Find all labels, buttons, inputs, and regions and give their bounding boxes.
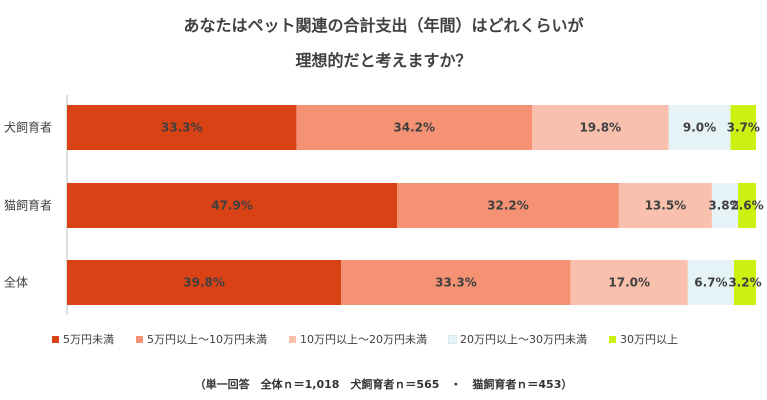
sample-size-note: （単一回答 全体ｎ＝1,018 犬飼育者ｎ＝565 ・ 猫飼育者ｎ＝453） [194,378,573,391]
data-label: 47.9% [211,199,253,213]
legend-label: 5万円以上～10万円未満 [147,333,267,346]
legend-item: 5万円以上～10万円未満 [136,331,267,347]
bar-segment [618,183,712,228]
data-label: 33.3% [435,276,477,290]
legend-item: 5万円未満 [52,331,114,347]
data-label: 3.7% [727,121,760,135]
legend-label: 20万円以上～30万円未満 [460,333,587,346]
data-label: 9.0% [683,121,716,135]
legend-swatch [136,335,143,343]
bar-segment [733,260,756,305]
data-label: 17.0% [608,276,650,290]
legend-swatch [289,335,296,343]
bar-segment [711,183,739,228]
data-label: 2.6% [730,199,763,213]
bar-segment [397,183,619,228]
legend-item: 10万円以上～20万円未満 [289,331,427,347]
data-label: 32.2% [487,199,529,213]
data-label: 33.3% [161,121,203,135]
bar-segment [67,260,342,305]
chart-title-line1: あなたはペット関連の合計支出（年間）はどれくらいが [183,16,584,35]
legend-swatch [609,335,616,343]
legend-swatch [52,335,59,343]
bar-segment [67,105,297,150]
category-label: 全体 [4,275,28,290]
bar-segment [738,183,756,228]
bar-segment [687,260,734,305]
data-label: 13.5% [645,199,687,213]
data-label: 3.8% [708,199,741,213]
data-label: 34.2% [393,121,435,135]
chart-canvas: 犬飼育者 33.3% 34.2% 19.8% 9.0% 3.7% 猫飼育者 47.9% 32.2… [4,95,764,315]
bar-segment [668,105,731,150]
data-label: 39.8% [183,276,225,290]
legend-swatch [448,334,457,344]
legend-item: 20万円以上～30万円未満 [448,331,587,347]
category-label: 犬飼育者 [4,120,52,135]
chart-legend: 5万円未満 5万円以上～10万円未満 10万円以上～20万円未満 20万円以上～30万… [52,331,700,347]
bar-segment [730,105,756,150]
bar-segment [67,183,398,228]
legend-label: 5万円未満 [63,333,114,346]
bar-segment [532,105,669,150]
chart-title-line2: 理想的だと考えますか？ [295,51,472,70]
legend-label: 30万円以上 [620,333,678,346]
bar-segment [570,260,688,305]
bar-segment [296,105,533,150]
legend-label: 10万円以上～20万円未満 [300,333,427,346]
category-label: 猫飼育者 [4,198,52,213]
bar-segment [341,260,571,305]
data-label: 6.7% [694,276,727,290]
legend-item: 30万円以上 [609,331,678,347]
data-label: 3.2% [728,276,761,290]
data-label: 19.8% [579,121,621,135]
